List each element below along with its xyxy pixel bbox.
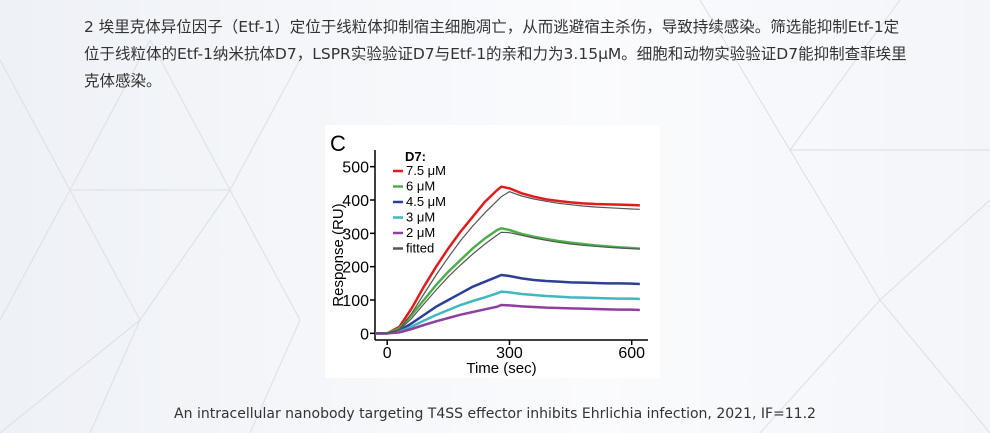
y-tick-label: 400: [342, 193, 369, 210]
body-text: 2 埃里克体异位因子（Etf-1）定位于线粒体抑制宿主细胞凋亡，从而逃避宿主杀伤…: [84, 18, 907, 90]
x-axis-label: Time (sec): [466, 360, 536, 377]
series-line: [375, 303, 640, 335]
legend-label: fitted: [406, 241, 434, 256]
fit-line: [375, 191, 640, 334]
x-tick-label: 300: [496, 345, 523, 362]
legend-label: 3 μM: [406, 210, 435, 225]
legend-title: D7:: [405, 149, 426, 164]
x-tick-label: 600: [618, 345, 645, 362]
caption: An intracellular nanobody targeting T4SS…: [174, 406, 816, 422]
x-tick-label: 0: [383, 345, 392, 362]
fit-line: [375, 231, 640, 334]
y-tick-label: 0: [360, 326, 369, 343]
y-tick-label: 200: [342, 260, 369, 277]
series-line: [375, 290, 640, 335]
y-tick-label: 100: [342, 293, 369, 310]
series-line: [375, 273, 640, 335]
y-tick-label: 300: [342, 226, 369, 243]
y-tick-label: 500: [342, 160, 369, 177]
legend-label: 2 μM: [406, 225, 435, 240]
series-line: [375, 185, 640, 335]
legend-label: 4.5 μM: [406, 194, 446, 209]
legend-label: 6 μM: [406, 179, 435, 194]
legend-label: 7.5 μM: [406, 163, 446, 178]
series-line: [375, 227, 640, 335]
panel-label: C: [330, 131, 346, 156]
chart: C 0 100 200 300 400 500 0 300 600 Time (sec) Respon…: [325, 125, 660, 378]
y-axis-label: Response (RU): [330, 203, 347, 306]
